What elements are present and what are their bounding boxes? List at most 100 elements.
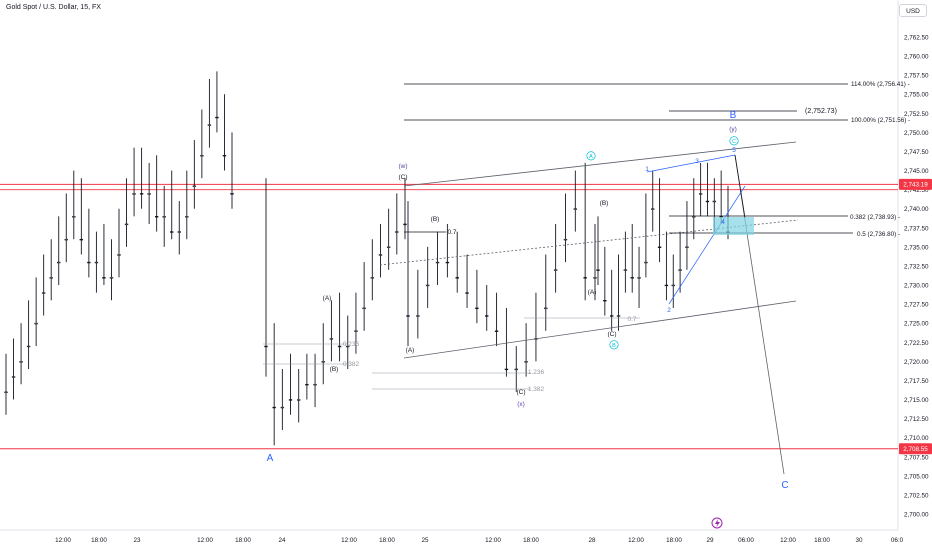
impulse-lower-line[interactable]: [668, 185, 746, 305]
candle-body: [524, 361, 528, 363]
wave-label[interactable]: 1: [645, 166, 649, 173]
wave-label[interactable]: 0.236: [343, 341, 360, 348]
candle-body: [57, 261, 61, 264]
candle-body: [313, 383, 317, 386]
candle-body: [147, 193, 151, 195]
lightning-icon[interactable]: [711, 517, 723, 529]
y-tick-label: 2,712.50: [904, 416, 929, 423]
candle-body: [192, 185, 197, 187]
candle-body: [321, 361, 325, 363]
wave-label[interactable]: (A): [323, 295, 332, 302]
target-zone[interactable]: [713, 217, 754, 235]
wave-label[interactable]: 0.7: [447, 229, 456, 236]
x-tick-label: 12:00: [55, 537, 71, 544]
wave-label[interactable]: 0.382: [343, 361, 360, 368]
y-tick-label: 2,720.00: [904, 359, 929, 366]
candle-body: [651, 208, 655, 210]
wave-label[interactable]: (x): [517, 401, 525, 408]
y-tick-label: 2,740.00: [904, 206, 929, 213]
x-tick-label: 30: [855, 537, 863, 544]
wave-label[interactable]: 5: [732, 147, 736, 154]
wave-label[interactable]: B: [730, 110, 737, 121]
wave-label[interactable]: 2: [667, 307, 671, 314]
x-tick-label: 28: [588, 537, 596, 544]
candle-body: [102, 277, 106, 279]
upper-channel-line[interactable]: [403, 141, 797, 187]
wave-label[interactable]: (B): [600, 200, 609, 207]
wave-label[interactable]: C: [781, 480, 788, 491]
wave-label[interactable]: 3: [695, 158, 699, 165]
wave-label[interactable]: C: [732, 139, 736, 145]
y-tick-label: 2,750.00: [904, 130, 929, 137]
wave-label[interactable]: 1.382: [528, 386, 545, 393]
wave-label[interactable]: (C): [516, 389, 525, 396]
candle-body: [406, 315, 410, 317]
candle-body: [563, 238, 568, 241]
wave-label[interactable]: 4: [721, 219, 725, 226]
lower-channel-line[interactable]: [403, 300, 797, 359]
candle-body: [200, 154, 204, 157]
candle-body: [139, 193, 144, 195]
y-tick-label: 2,710.00: [904, 435, 929, 442]
wave-label[interactable]: (y): [729, 126, 737, 133]
wave-label[interactable]: (A): [406, 347, 415, 354]
x-tick-label: 12:00: [485, 537, 501, 544]
y-tick-label: 2,707.50: [904, 454, 929, 461]
price-badge: [899, 178, 932, 190]
candle-body: [346, 345, 350, 348]
wave-label[interactable]: 1.236: [528, 369, 545, 376]
candle-body: [117, 254, 121, 256]
candle-body: [34, 322, 38, 325]
candle-body: [678, 269, 682, 271]
fib-level-label: 114.00% (2,756.41) -: [851, 81, 910, 88]
candle-body: [609, 315, 614, 317]
candle-body: [596, 269, 600, 271]
candle-body: [288, 399, 293, 401]
wave-label-circle: [586, 151, 596, 161]
wave-label[interactable]: (B): [330, 366, 339, 373]
candle-body: [623, 269, 628, 271]
wave-label[interactable]: A: [589, 154, 593, 160]
candle-body: [603, 300, 607, 302]
candle-body: [177, 231, 181, 233]
wave-label[interactable]: B: [612, 343, 616, 349]
candle-body: [698, 193, 703, 195]
candle-body: [494, 330, 499, 332]
lightning-icon[interactable]: [715, 519, 720, 528]
candle-body: [475, 307, 479, 310]
candle-body: [362, 307, 366, 310]
candle-body: [657, 246, 662, 248]
y-tick-label: 2,757.50: [904, 73, 929, 80]
impulse-upper-line[interactable]: [646, 154, 736, 173]
wave-label-circle: [729, 136, 739, 146]
candle-body: [354, 330, 358, 332]
y-tick-label: 2,745.00: [904, 168, 929, 175]
candle-body: [264, 345, 268, 348]
x-tick-label: 18:00: [523, 537, 539, 544]
wave-label[interactable]: (B): [431, 216, 440, 223]
x-tick-label: 18:00: [235, 537, 251, 544]
projection-line-short[interactable]: [734, 154, 746, 219]
candle-body: [87, 261, 91, 264]
candle-body: [280, 406, 285, 409]
candle-body: [593, 277, 597, 279]
wave-label[interactable]: (A): [588, 289, 597, 296]
candle-body: [49, 277, 53, 279]
candle-body: [215, 116, 219, 119]
y-tick-label: 2,705.00: [904, 473, 929, 480]
y-tick-label: 2,742.50: [904, 187, 929, 194]
wave-label[interactable]: (C): [607, 331, 616, 338]
y-tick-label: 2,735.00: [904, 244, 929, 251]
currency-button[interactable]: USD: [899, 4, 927, 17]
candle-body: [26, 345, 31, 348]
candle-body: [465, 292, 469, 294]
y-tick-label: 2,760.00: [904, 54, 929, 61]
wave-label[interactable]: (C): [398, 174, 407, 181]
y-tick-label: 2,702.50: [904, 492, 929, 499]
candle-body: [297, 399, 301, 401]
wave-label[interactable]: A: [267, 453, 274, 464]
wave-label[interactable]: 0.7: [627, 316, 636, 323]
wave-label[interactable]: (w): [398, 163, 407, 170]
